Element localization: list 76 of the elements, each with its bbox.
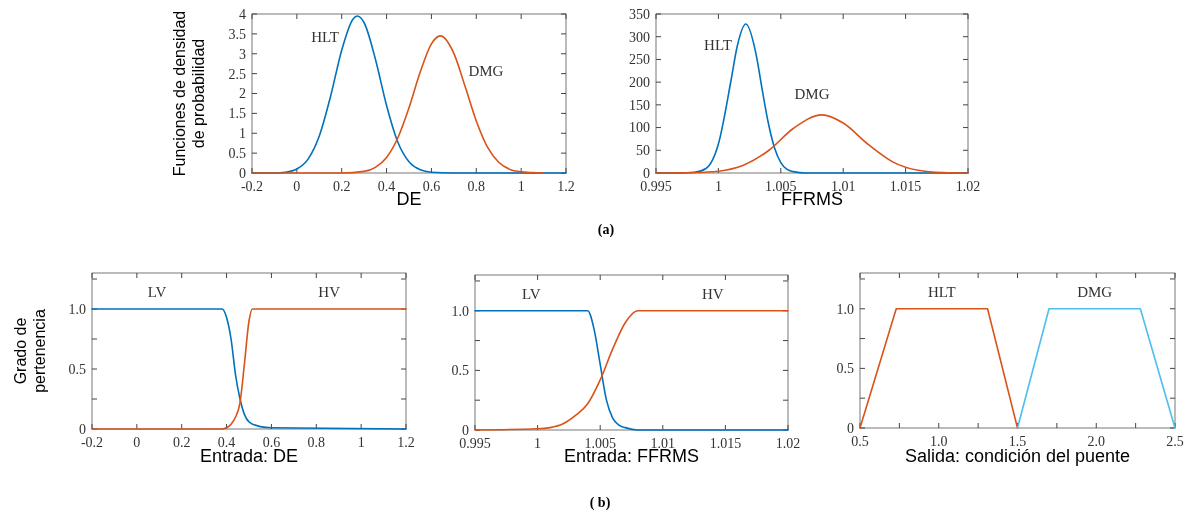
y-tick-label: 1.0 <box>836 301 854 317</box>
series-label: DMG <box>794 85 830 102</box>
y-tick-label: 250 <box>629 52 650 68</box>
y-tick-label: 1.5 <box>228 106 246 122</box>
series-label: LV <box>522 285 541 302</box>
y-tick-label: 1 <box>239 126 246 142</box>
x-tick-label: 0 <box>133 435 141 450</box>
x-axis-title: Salida: condición del puente <box>904 446 1131 466</box>
y-axis-title: Grado de pertenencia <box>12 309 48 393</box>
y-tick-label: 0 <box>462 422 469 438</box>
x-tick-label: 1.005 <box>765 179 797 194</box>
x-tick-label: 1.02 <box>775 436 801 451</box>
y-tick-label: 350 <box>629 6 650 22</box>
x-tick-label: 0.2 <box>332 179 351 194</box>
x-tick-label: 2.0 <box>1087 434 1105 449</box>
series-label: HV <box>318 284 341 300</box>
x-tick-label: 1 <box>357 435 365 450</box>
series-label: DMG <box>1077 283 1113 300</box>
x-tick-label: 2.5 <box>1166 434 1184 449</box>
x-tick-label: 1.01 <box>650 436 676 451</box>
x-tick-label: 1.015 <box>889 179 922 194</box>
text: ( b) <box>589 495 611 511</box>
x-tick-label: 0.5 <box>851 434 869 449</box>
x-tick-label: 1.02 <box>955 179 981 194</box>
y-tick-label: 0.5 <box>228 146 246 162</box>
y-tick-label: 1.0 <box>451 303 469 319</box>
x-tick-label: 1 <box>534 436 542 451</box>
y-tick-label: 0 <box>643 165 650 181</box>
x-tick-label: 1 <box>714 179 722 194</box>
y-axis-title: Funciones de densidad de probabilidad <box>171 10 207 177</box>
series-label: HLT <box>311 28 339 45</box>
y-tick-label: 3.5 <box>228 26 246 42</box>
x-tick-label: 0.995 <box>459 436 491 451</box>
y-tick-label: 1.0 <box>68 301 86 317</box>
x-tick-label: 1 <box>517 179 525 194</box>
y-tick-label: 3 <box>239 46 246 62</box>
y-tick-label: 150 <box>629 97 650 113</box>
text: (a) <box>597 222 615 238</box>
x-tick-label: 1.2 <box>557 179 575 194</box>
y-tick-label: 4 <box>239 6 246 22</box>
x-tick-label: -0.2 <box>240 179 264 194</box>
x-tick-label: -0.2 <box>80 435 104 450</box>
line-series <box>474 309 789 431</box>
y-tick-label: 0 <box>79 421 86 437</box>
x-tick-label: 1.01 <box>830 179 856 194</box>
y-tick-label: 2.5 <box>228 66 246 82</box>
x-tick-label: 0.6 <box>422 179 441 194</box>
series-label: HLT <box>704 36 732 53</box>
x-tick-label: 0.8 <box>307 435 326 450</box>
y-tick-label: 2 <box>239 86 246 102</box>
y-tick-label: 200 <box>629 75 650 91</box>
line-series <box>655 114 969 174</box>
line-series <box>251 15 567 174</box>
x-tick-label: 0 <box>293 179 301 194</box>
y-tick-label: 0 <box>239 165 246 181</box>
y-tick-label: 0 <box>847 420 854 436</box>
x-axis-title: DE <box>396 189 422 209</box>
line-series <box>91 308 407 430</box>
y-tick-label: 50 <box>636 143 650 159</box>
y-tick-label: 0.5 <box>836 361 854 377</box>
x-tick-label: 1.0 <box>930 434 948 449</box>
series-label: LV <box>147 284 167 300</box>
x-tick-label: 0.4 <box>377 179 396 194</box>
series-label: HLT <box>928 283 956 300</box>
x-tick-label: 1.015 <box>709 436 742 451</box>
series-label: DMG <box>468 62 504 79</box>
y-tick-label: 0.5 <box>68 361 86 377</box>
y-tick-label: 100 <box>629 120 650 136</box>
x-tick-label: 1.5 <box>1008 434 1027 449</box>
x-tick-label: 1.2 <box>397 435 415 450</box>
x-tick-label: 0.2 <box>172 435 191 450</box>
x-tick-label: 0.995 <box>640 179 672 194</box>
series-label: HV <box>702 285 724 302</box>
y-tick-label: 300 <box>629 29 650 45</box>
x-tick-label: 0.8 <box>467 179 486 194</box>
y-tick-label: 0.5 <box>451 363 469 379</box>
